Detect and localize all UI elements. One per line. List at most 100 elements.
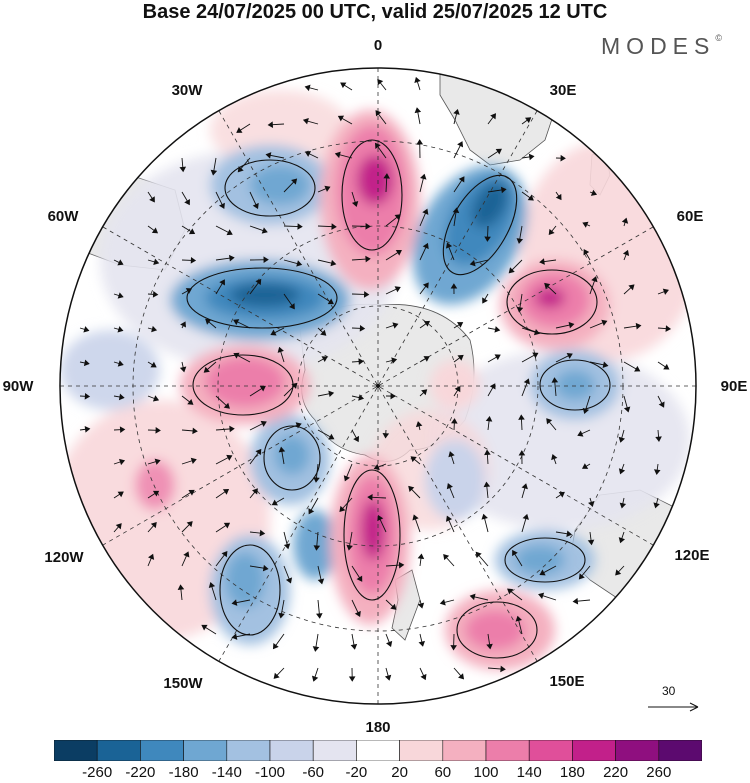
label-lon-bottom-right: 150E (549, 673, 584, 690)
wind-vector-head (546, 418, 553, 425)
colorbar-tick-label: -180 (168, 764, 199, 781)
wind-vector-head (334, 151, 341, 159)
brand-logo: MODES© (601, 33, 722, 59)
label-lon-right: 90E (721, 378, 748, 395)
colorbar-tick-label: 180 (559, 764, 585, 781)
wind-vector-head (233, 352, 240, 359)
label-lon-lower-left: 120W (44, 549, 84, 566)
colorbar-cell (183, 740, 228, 761)
wind-vector-head (500, 665, 506, 673)
wind-vector-head (255, 448, 262, 456)
wind-vector-head (615, 569, 622, 576)
wind-vector-head (265, 152, 272, 159)
colorbar-tick-labels: -260 -220 -180 -140 -100 -60 -20 20 60 100 140 180 2… (0, 764, 750, 782)
wind-vector-head (271, 499, 278, 506)
wind-vectors (79, 76, 672, 682)
wind-vector-head (395, 249, 402, 256)
wind-vector-head (358, 394, 365, 401)
wind-vector-head (289, 303, 295, 310)
wind-vector-head (222, 488, 230, 495)
wind-vector-head (583, 249, 590, 256)
wind-vector-head (618, 436, 626, 443)
wind-vector-head (532, 352, 539, 359)
wind-vector-head (210, 169, 218, 176)
wind-vector-head (590, 189, 598, 196)
wind-vector-head (208, 582, 216, 589)
wind-vector-head (223, 522, 231, 529)
chart-title: Base 24/07/2025 00 UTC, valid 25/07/2025… (142, 1, 608, 23)
wind-vector-head (566, 352, 573, 359)
wind-vector-head (359, 325, 366, 332)
wind-vector-head (522, 513, 529, 520)
wind-vector-head (551, 377, 559, 383)
wind-vector-head (205, 318, 212, 325)
wind-vector-head (295, 422, 302, 429)
wind-vector-head (185, 288, 193, 294)
graticule (60, 68, 696, 704)
wind-vector-head (398, 561, 405, 569)
wind-vector-head (383, 173, 391, 179)
wind-vector-head (457, 354, 464, 361)
wind-vector-head (228, 254, 235, 262)
wind-vector-head (591, 276, 598, 283)
wind-vector-head (451, 418, 458, 424)
wind-vector-head (187, 399, 194, 405)
wind-vector-head (313, 477, 320, 483)
colorbar-tick-label: 140 (516, 764, 542, 781)
wind-vector-head (291, 382, 298, 389)
wind-vector-head (259, 529, 266, 537)
wind-vector-head (115, 523, 122, 530)
wind-vector-head (117, 326, 124, 333)
wind-vector-head (445, 242, 453, 249)
wind-vector-head (634, 365, 641, 372)
wind-vector-head (544, 282, 551, 289)
wind-vector-head (340, 82, 347, 89)
wind-vector-head (482, 297, 488, 304)
wind-vector-head (568, 321, 575, 329)
wind-vector-head (313, 545, 321, 551)
wind-vector-head (152, 395, 160, 402)
wind-vector-head (118, 393, 125, 401)
reference-vector-label: 30 (662, 684, 676, 698)
wind-vector-head (356, 575, 363, 582)
wind-vector-head (456, 322, 464, 328)
wind-vector-head (484, 236, 491, 242)
wind-vector-head (375, 110, 382, 117)
wind-vector-head (551, 454, 558, 461)
wind-vector-head (190, 457, 197, 465)
wind-vector-head (316, 613, 323, 619)
label-lon-top-right: 30E (550, 82, 577, 99)
wind-vector-head (450, 645, 457, 651)
wind-vector-head (149, 196, 155, 203)
wind-vector-head (365, 223, 371, 230)
wind-vector-head (481, 513, 488, 520)
wind-vector-head (291, 178, 298, 185)
wind-vector-head (358, 358, 364, 365)
wind-vector-head (382, 433, 390, 439)
wind-vector-head (483, 481, 491, 488)
wind-vector-head (190, 257, 197, 264)
wind-vector-head (262, 564, 269, 572)
wind-vector-head (457, 141, 464, 148)
wind-vector-head (255, 278, 262, 286)
wind-vector-head (117, 491, 124, 498)
wind-vector-head (252, 202, 259, 210)
wind-vector-head (416, 139, 424, 145)
wind-vector-head (475, 551, 482, 558)
wind-vector-head (623, 406, 631, 413)
wind-vector-head (665, 325, 672, 332)
south-pole-marker (376, 384, 380, 388)
wind-vector-head (394, 286, 401, 293)
wind-vector-head (337, 115, 345, 122)
wind-vector-head (453, 108, 460, 115)
label-lon-left: 90W (3, 378, 35, 395)
wind-vector-head (260, 420, 267, 427)
wind-vector-head (83, 359, 90, 367)
wind-vector-head (324, 185, 331, 192)
latitude-ring-2 (217, 225, 539, 547)
wind-vector-head (330, 259, 337, 267)
wind-vector-head (521, 483, 528, 490)
wind-vector-head (218, 202, 225, 209)
wind-vector-head (653, 469, 661, 475)
